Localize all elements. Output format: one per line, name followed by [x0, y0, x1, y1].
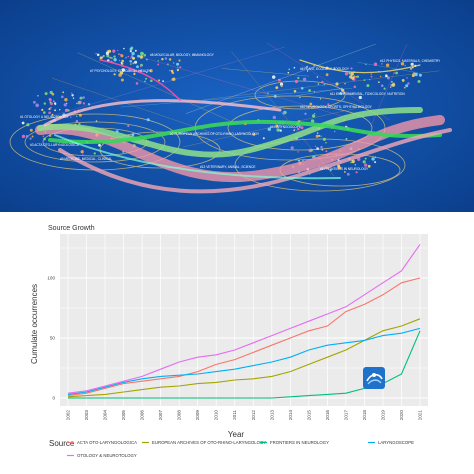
x-tick-label: 2008 — [177, 410, 182, 421]
legend-item: OTOLOGY & NEUROTOLOGY — [77, 453, 137, 458]
citation-flows — [35, 59, 452, 194]
overlay-map-canvas: #1 OTOLOGY & NEUROTOLOGY #2 EUROPEAN ARCH… — [0, 0, 474, 212]
x-tick-label: 2009 — [195, 410, 200, 421]
x-tick-label: 2018 — [362, 410, 367, 421]
x-tick-label: 2013 — [269, 410, 274, 421]
series-line — [67, 318, 421, 398]
overlay-label: #5 FRONTIERS IN NEUROLOGY — [320, 167, 369, 171]
x-axis-ticks: 2002 2003 2004 2005 2006 2007 2008 2009 2010 2011… — [66, 410, 423, 421]
overlay-label: #13 VETERINARY, ANIMAL, SCIENCE — [200, 165, 256, 169]
x-tick-label: 2019 — [380, 410, 385, 421]
series-lines — [67, 244, 421, 399]
overlay-label: #9 MEDICINE, MEDICAL, CLINICAL — [60, 157, 112, 161]
legend-item: FRONTIERS IN NEUROLOGY — [270, 440, 329, 445]
legend-title: Source — [49, 439, 75, 448]
chart-title: Source Growth — [48, 225, 95, 232]
chart-legend: ACTA OTO-LARYNGOLOGICA EUROPEAN ARCHIVES … — [67, 440, 414, 458]
legend-item: LARYNGOSCOPE — [378, 440, 414, 445]
legend-item: EUROPEAN ARCHIVES OF OTO-RHINO-LARYNGOLO… — [152, 440, 266, 445]
x-tick-label: 2014 — [288, 410, 293, 421]
x-tick-label: 2004 — [103, 410, 108, 421]
x-tick-label: 2010 — [214, 410, 219, 421]
y-tick-label: 100 — [47, 276, 55, 281]
y-axis-ticks: 0 50 100 — [47, 276, 55, 401]
x-tick-label: 2002 — [66, 410, 71, 421]
x-tick-label: 2021 — [418, 410, 423, 421]
overlay-label: #4 LARYNGOSCOPE — [270, 125, 301, 129]
overlay-label: #1 OTOLOGY & NEUROTOLOGY — [20, 115, 70, 119]
overlay-label: #2 EUROPEAN ARCHIVES OF OTO-RHINO-LARYNG… — [170, 132, 260, 136]
x-tick-label: 2020 — [399, 410, 404, 421]
series-line — [68, 330, 421, 399]
source-growth-chart: Source Growth 0 50 100 2002 2003 2004 2005 200… — [0, 214, 474, 474]
overlay-labels: #1 OTOLOGY & NEUROTOLOGY #2 EUROPEAN ARCH… — [20, 53, 441, 171]
y-tick-label: 0 — [52, 396, 55, 401]
overlay-label: #6 PLANT, ECOLOGY, ZOOLOGY — [300, 67, 350, 71]
overlay-label: #8 MOLECULAR, BIOLOGY, IMMUNOLOGY — [150, 53, 215, 57]
x-tick-label: 2003 — [84, 410, 89, 421]
x-tick-label: 2005 — [121, 410, 126, 421]
x-tick-label: 2006 — [140, 410, 145, 421]
series-line — [67, 277, 421, 397]
x-tick-label: 2011 — [232, 410, 237, 420]
y-tick-label: 50 — [50, 336, 56, 341]
series-line — [67, 244, 421, 394]
journal-overlay-map: #1 OTOLOGY & NEUROTOLOGY #2 EUROPEAN ARCH… — [0, 0, 474, 212]
grid-lines — [60, 234, 428, 406]
x-tick-label: 2015 — [306, 410, 311, 421]
x-tick-label: 2016 — [325, 410, 330, 421]
y-axis-label: Cumulate occurrences — [30, 284, 39, 364]
overlay-label: #11 ENVIRONMENTAL, TOXICOLOGY, NUTRITION — [330, 92, 405, 96]
x-tick-label: 2012 — [251, 410, 256, 421]
overlay-label: #7 PSYCHOLOGY, EDUCATION, HEALTH — [90, 69, 151, 73]
overlay-label: #12 PHYSICS, MATERIALS, CHEMISTRY — [380, 59, 441, 63]
x-tick-label: 2007 — [158, 410, 163, 421]
series-line — [67, 327, 421, 395]
logo-badge — [363, 367, 385, 389]
legend-item: ACTA OTO-LARYNGOLOGICA — [77, 440, 137, 445]
overlay-label: #10 NEUROLOGY, SPORTS, OPHTHALMOLOGY — [300, 105, 373, 109]
overlay-label: #3 ACTA OTO-LARYNGOLOGICA — [30, 143, 80, 147]
x-axis-label: Year — [228, 430, 245, 439]
x-tick-label: 2017 — [343, 410, 348, 421]
